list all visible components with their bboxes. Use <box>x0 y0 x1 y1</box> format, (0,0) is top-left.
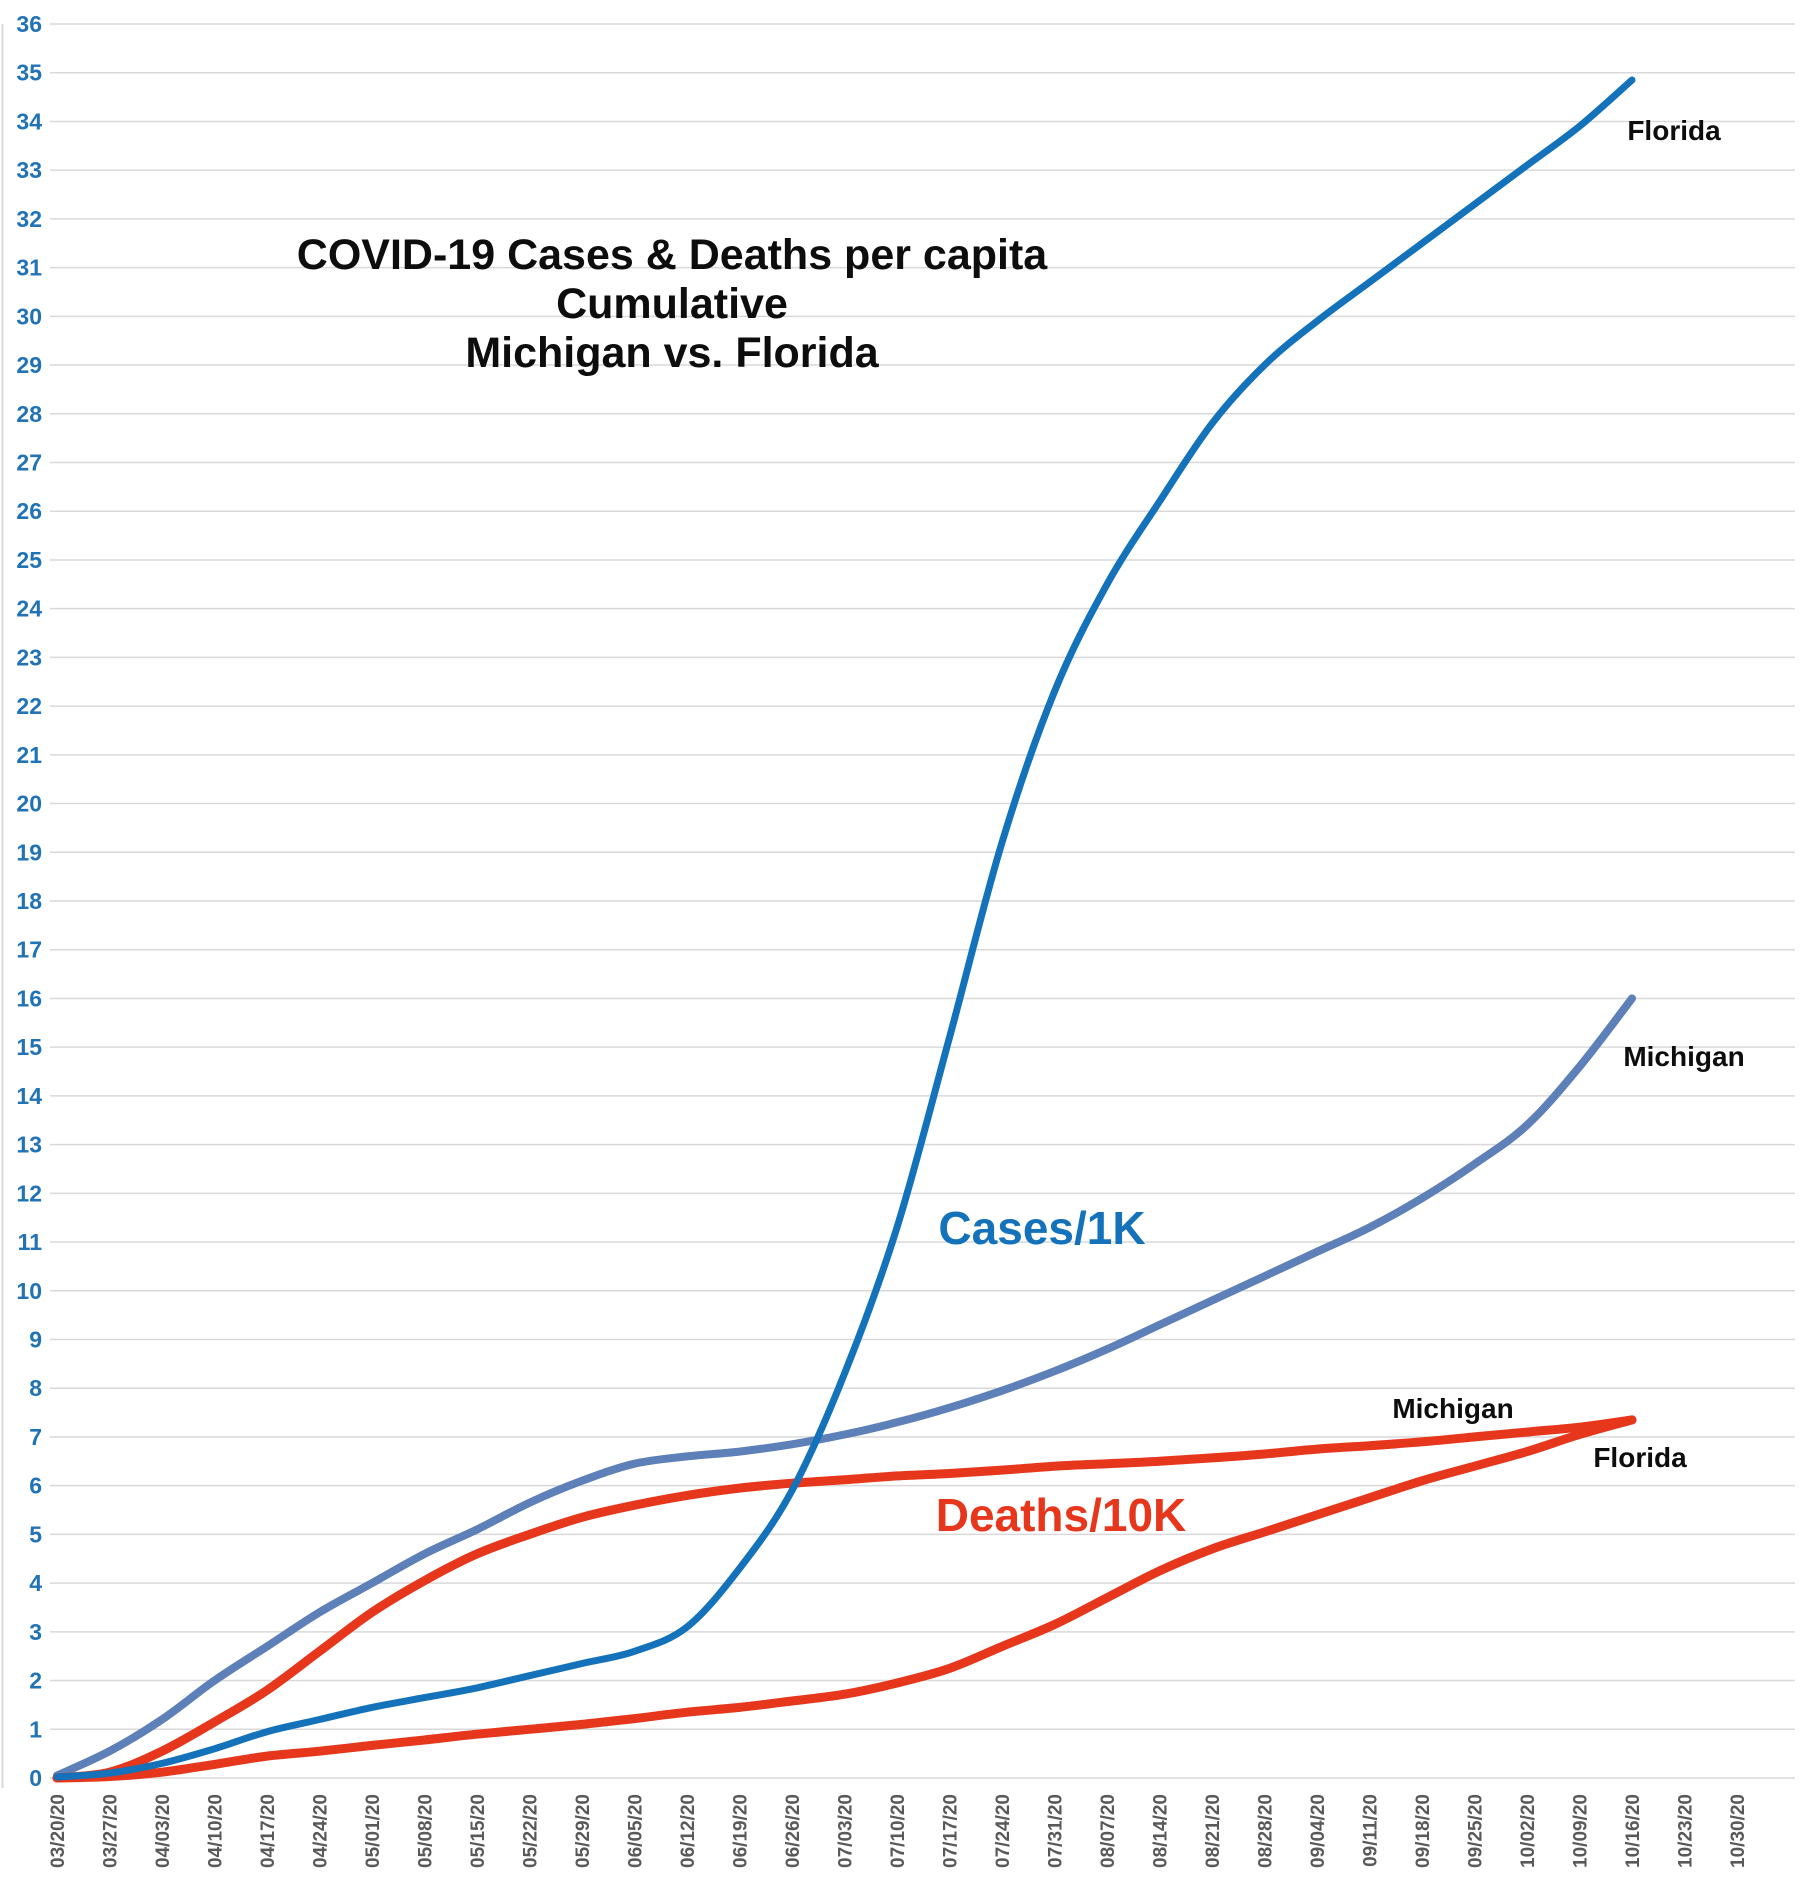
x-tick-label: 08/21/20 <box>1203 1794 1224 1868</box>
x-tick-label: 06/05/20 <box>626 1794 647 1868</box>
x-tick-label: 09/18/20 <box>1413 1794 1434 1868</box>
y-tick-label: 21 <box>16 742 42 768</box>
y-tick-label: 31 <box>16 255 42 281</box>
y-tick-label: 18 <box>16 888 42 914</box>
x-tick-label: 09/04/20 <box>1308 1794 1329 1868</box>
x-tick-label: 08/28/20 <box>1256 1794 1277 1868</box>
y-tick-label: 26 <box>16 498 42 524</box>
x-tick-label: 10/30/20 <box>1728 1794 1749 1868</box>
deaths-series-label: Deaths/10K <box>935 1489 1187 1541</box>
y-tick-label: 20 <box>16 791 42 817</box>
y-tick-label: 5 <box>29 1521 42 1547</box>
x-tick-label: 10/23/20 <box>1676 1794 1697 1868</box>
michigan-cases-line-label: Michigan <box>1623 1041 1745 1072</box>
y-tick-label: 25 <box>16 547 42 573</box>
x-tick-label: 07/10/20 <box>888 1794 909 1868</box>
x-tick-label: 05/22/20 <box>521 1794 542 1868</box>
x-tick-label: 05/01/20 <box>363 1794 384 1868</box>
y-tick-label: 6 <box>29 1473 42 1499</box>
x-tick-label: 06/12/20 <box>678 1794 699 1868</box>
x-tick-label: 07/17/20 <box>941 1794 962 1868</box>
y-tick-label: 30 <box>16 303 42 329</box>
chart-title-line-3: Michigan vs. Florida <box>465 329 879 377</box>
chart-title-line-2: Cumulative <box>556 280 788 328</box>
y-tick-label: 2 <box>29 1668 42 1694</box>
y-tick-label: 19 <box>16 839 42 865</box>
gridlines <box>50 23 1795 1779</box>
series-line-florida-deaths-10k <box>52 1415 1637 1783</box>
x-tick-label: 05/15/20 <box>468 1794 489 1868</box>
y-tick-label: 17 <box>16 937 42 963</box>
x-tick-label: 09/25/20 <box>1466 1794 1487 1868</box>
x-tick-label: 05/29/20 <box>573 1794 594 1868</box>
x-tick-label: 05/08/20 <box>416 1794 437 1868</box>
cases-series-label: Cases/1K <box>938 1202 1146 1254</box>
x-tick-label: 06/26/20 <box>783 1794 804 1868</box>
x-tick-label: 06/19/20 <box>731 1794 752 1868</box>
y-tick-label: 32 <box>16 206 42 232</box>
series-line-florida-cases-1k <box>53 76 1636 1781</box>
y-tick-label: 11 <box>18 1229 43 1255</box>
x-tick-label: 10/16/20 <box>1623 1794 1644 1868</box>
florida-cases-line-label: Florida <box>1627 115 1721 146</box>
y-tick-label: 14 <box>16 1083 42 1109</box>
x-tick-label: 03/20/20 <box>48 1794 69 1868</box>
x-tick-label: 03/27/20 <box>101 1794 122 1868</box>
y-tick-label: 35 <box>16 60 42 86</box>
y-axis-labels: 0123456789101112131415161718192021222324… <box>16 11 42 1791</box>
y-tick-label: 34 <box>16 108 42 134</box>
x-tick-label: 07/24/20 <box>993 1794 1014 1868</box>
series-line-michigan-deaths-10k <box>52 1415 1637 1783</box>
y-tick-label: 9 <box>29 1327 42 1353</box>
y-tick-label: 15 <box>16 1034 42 1060</box>
y-tick-label: 28 <box>16 401 42 427</box>
y-tick-label: 1 <box>29 1716 42 1742</box>
x-tick-label: 10/02/20 <box>1518 1794 1539 1868</box>
series-line-michigan-cases-1k <box>53 994 1636 1780</box>
y-tick-label: 33 <box>16 157 42 183</box>
y-tick-label: 16 <box>16 985 42 1011</box>
y-tick-label: 23 <box>16 644 42 670</box>
chart-title-line-1: COVID-19 Cases & Deaths per capita <box>296 231 1048 279</box>
y-tick-label: 29 <box>16 352 42 378</box>
x-axis-labels: 03/20/20 03/27/20 04/03/20 04/10/20 04/17/20… <box>48 1794 1749 1868</box>
michigan-deaths-line-label: Michigan <box>1392 1393 1514 1424</box>
series-lines <box>52 76 1637 1783</box>
x-tick-label: 07/31/20 <box>1046 1794 1067 1868</box>
y-tick-label: 12 <box>16 1180 42 1206</box>
x-tick-label: 09/11/20 <box>1361 1794 1382 1867</box>
y-tick-label: 22 <box>16 693 42 719</box>
y-tick-label: 4 <box>29 1570 42 1596</box>
y-tick-label: 3 <box>29 1619 42 1645</box>
florida-deaths-line-label: Florida <box>1593 1442 1687 1473</box>
y-tick-label: 10 <box>16 1278 42 1304</box>
x-tick-label: 04/17/20 <box>258 1794 279 1868</box>
y-tick-label: 0 <box>29 1765 42 1791</box>
x-tick-label: 08/14/20 <box>1151 1794 1172 1868</box>
y-tick-label: 8 <box>29 1375 42 1401</box>
x-tick-label: 04/24/20 <box>311 1794 332 1868</box>
x-tick-label: 07/03/20 <box>836 1794 857 1868</box>
x-tick-label: 04/10/20 <box>206 1794 227 1868</box>
x-tick-label: 10/09/20 <box>1571 1794 1592 1868</box>
y-tick-label: 13 <box>16 1132 42 1158</box>
y-tick-label: 27 <box>16 450 42 476</box>
chart-title: COVID-19 Cases & Deaths per capita Cumul… <box>297 231 1047 378</box>
x-tick-label: 08/07/20 <box>1098 1794 1119 1868</box>
y-tick-label: 24 <box>16 596 42 622</box>
y-tick-label: 36 <box>16 11 42 37</box>
y-tick-label: 7 <box>29 1424 42 1450</box>
x-tick-label: 04/03/20 <box>153 1794 174 1868</box>
